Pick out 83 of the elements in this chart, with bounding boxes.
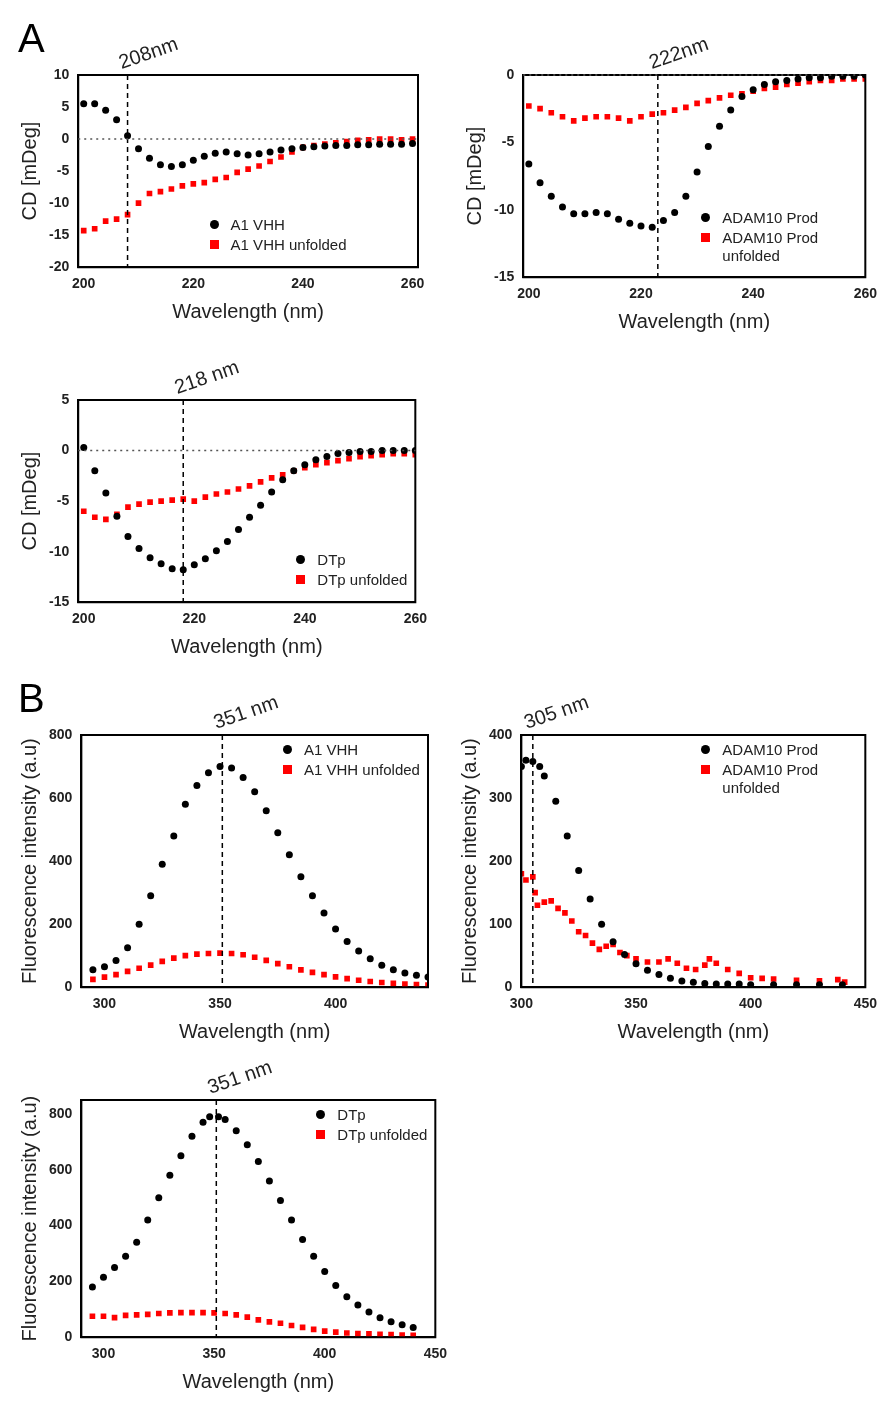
ref-line-label: 218 nm [171,355,242,398]
y-axis-title: CD [mDeg] [17,451,40,551]
y-axis-title: CD [mDeg] [462,126,485,226]
x-tick-label: 300 [91,1345,116,1362]
y-axis-title: Fluorescence intensity (a.u) [457,738,480,984]
y-tick-label: -5 [501,133,515,150]
text: A [18,16,45,61]
x-tick-label: 450 [423,1345,448,1362]
y-tick-label: 200 [489,851,513,868]
y-tick-label: -10 [49,193,70,210]
y-tick-label: -5 [56,161,70,178]
legend-label: A1 VHH [230,216,285,234]
text: B [18,676,45,721]
y-tick-label: 300 [489,788,513,805]
y-tick-label: -10 [494,200,515,217]
y-tick-label: 100 [489,915,513,932]
y-tick-label: 400 [49,1216,73,1233]
x-axis-title: Wavelength (nm) [171,634,323,657]
y-tick-label: -5 [56,491,70,508]
x-tick-label: 240 [741,285,766,302]
y-tick-label: 800 [49,725,73,742]
y-tick-label: 0 [64,978,73,995]
x-tick-label: 450 [853,995,878,1012]
x-axis-title: Wavelength (nm) [618,309,771,332]
y-tick-label: -15 [494,268,515,285]
y-axis-title: CD [mDeg] [17,121,40,221]
x-tick-label: 260 [853,285,878,302]
legend-label: DTp unfolded [317,571,408,589]
x-tick-label: 260 [400,275,425,292]
x-tick-label: 300 [92,995,117,1012]
y-tick-label: 0 [504,978,513,995]
x-axis-title: Wavelength (nm) [182,1369,335,1392]
y-tick-label: 600 [49,788,73,805]
x-tick-label: 400 [738,995,763,1012]
y-axis-title: Fluorescence intensity (a.u) [17,738,40,984]
x-tick-label: 400 [313,1345,337,1362]
y-tick-label: 200 [49,915,73,932]
y-tick-label: -10 [49,542,70,559]
legend-label: ADAM10 Prod [722,209,819,227]
legend-label: DTp [317,551,346,569]
legend-label: DTp [337,1106,366,1124]
y-tick-label: -15 [49,226,70,243]
x-tick-label: 220 [182,610,207,627]
x-tick-label: 350 [202,1345,226,1362]
y-tick-label: 800 [49,1104,73,1121]
legend-label: ADAM10 Prod unfolded [722,761,820,796]
y-tick-label: 0 [64,1328,73,1345]
legend-label: ADAM10 Prod [722,741,819,759]
ref-line-label: 208nm [115,32,181,73]
y-tick-label: 400 [489,725,513,742]
x-tick-label: 240 [293,610,317,627]
x-tick-label: 400 [323,995,348,1012]
y-tick-label: 200 [49,1272,73,1289]
legend-label: A1 VHH unfolded [230,236,347,254]
x-tick-label: 350 [624,995,648,1012]
y-tick-label: 0 [61,441,70,458]
y-tick-label: -15 [49,593,70,610]
y-tick-label: 0 [61,129,70,146]
x-tick-label: 220 [629,285,653,302]
x-tick-label: 350 [208,995,232,1012]
y-tick-label: 600 [49,1160,73,1177]
y-axis-title: Fluorescence intensity (a.u) [17,1095,40,1342]
x-tick-label: 260 [403,610,428,627]
y-tick-label: 0 [506,65,515,82]
y-tick-label: -20 [49,258,70,275]
ref-line-label: 351 nm [210,690,281,733]
x-axis-title: Wavelength (nm) [172,299,324,322]
x-tick-label: 200 [517,285,541,302]
legend-label: DTp unfolded [337,1126,428,1144]
x-tick-label: 240 [291,275,315,292]
legend-label: A1 VHH [304,741,359,759]
x-tick-label: 220 [181,275,206,292]
y-tick-label: 5 [61,97,70,114]
legend-label: A1 VHH unfolded [304,761,420,779]
ref-line-label: 305 nm [520,690,592,733]
ref-line-label: 351 nm [204,1055,275,1098]
y-tick-label: 10 [53,65,70,82]
y-tick-label: 5 [61,390,70,407]
y-tick-label: 400 [49,851,73,868]
ref-line-label: 222nm [645,32,711,73]
x-axis-title: Wavelength (nm) [178,1019,331,1042]
legend-label: ADAM10 Prod unfolded [722,229,820,264]
x-axis-title: Wavelength (nm) [617,1019,770,1042]
